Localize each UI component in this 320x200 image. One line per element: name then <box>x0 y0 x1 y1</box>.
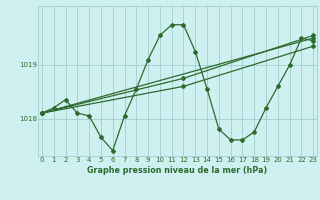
X-axis label: Graphe pression niveau de la mer (hPa): Graphe pression niveau de la mer (hPa) <box>87 166 268 175</box>
